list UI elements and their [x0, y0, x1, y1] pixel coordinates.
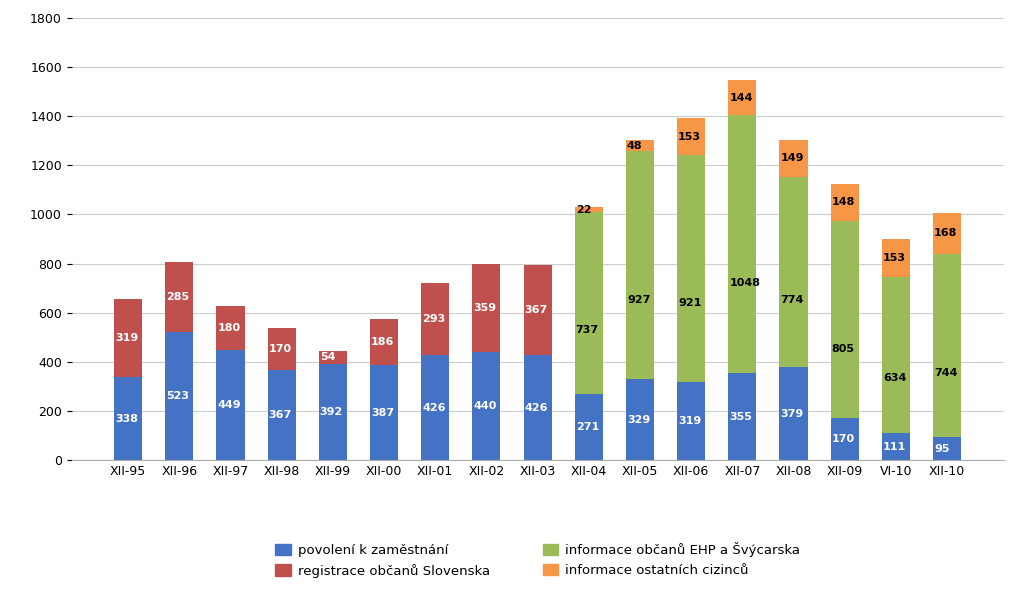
- Bar: [574, 207, 603, 212]
- Text: 355: 355: [729, 412, 753, 422]
- Text: 153: 153: [678, 132, 701, 142]
- Text: 153: 153: [883, 253, 906, 263]
- Text: 1048: 1048: [729, 278, 760, 288]
- Text: 329: 329: [627, 415, 650, 425]
- Bar: [165, 332, 194, 460]
- Text: 634: 634: [883, 373, 906, 384]
- Text: 387: 387: [371, 408, 394, 418]
- Bar: [267, 370, 296, 460]
- Text: 22: 22: [575, 205, 591, 215]
- Bar: [370, 319, 398, 365]
- Bar: [830, 221, 859, 418]
- Text: 744: 744: [934, 368, 957, 378]
- Text: 379: 379: [780, 409, 804, 419]
- Bar: [677, 118, 706, 155]
- Bar: [728, 80, 757, 115]
- Text: 449: 449: [217, 400, 241, 410]
- Text: 319: 319: [115, 333, 138, 343]
- Text: 186: 186: [371, 337, 394, 347]
- Bar: [933, 254, 962, 437]
- Text: 168: 168: [934, 228, 957, 238]
- Text: 54: 54: [319, 352, 335, 362]
- Text: 921: 921: [678, 297, 701, 307]
- Text: 426: 426: [422, 403, 445, 413]
- Bar: [677, 155, 706, 382]
- Bar: [318, 350, 347, 364]
- Text: 148: 148: [831, 197, 855, 207]
- Text: 426: 426: [524, 403, 548, 413]
- Bar: [114, 377, 142, 460]
- Bar: [318, 364, 347, 460]
- Bar: [933, 437, 962, 460]
- Text: 170: 170: [831, 434, 855, 444]
- Text: 111: 111: [883, 441, 906, 451]
- Text: 367: 367: [268, 410, 292, 420]
- Bar: [267, 328, 296, 370]
- Bar: [626, 140, 654, 152]
- Bar: [933, 212, 962, 254]
- Bar: [421, 355, 450, 460]
- Bar: [216, 306, 245, 350]
- Bar: [779, 177, 808, 367]
- Text: 338: 338: [115, 414, 138, 424]
- Text: 48: 48: [627, 140, 642, 150]
- Text: 737: 737: [575, 325, 599, 335]
- Bar: [728, 373, 757, 460]
- Text: 805: 805: [831, 344, 855, 354]
- Text: 359: 359: [473, 303, 497, 313]
- Bar: [574, 212, 603, 394]
- Bar: [216, 350, 245, 460]
- Text: 440: 440: [473, 401, 497, 411]
- Text: 95: 95: [934, 444, 949, 454]
- Text: 149: 149: [780, 153, 804, 163]
- Bar: [677, 382, 706, 460]
- Text: 285: 285: [166, 291, 189, 301]
- Bar: [728, 115, 757, 373]
- Bar: [114, 299, 142, 377]
- Bar: [830, 184, 859, 221]
- Bar: [882, 433, 910, 460]
- Bar: [830, 418, 859, 460]
- Bar: [574, 394, 603, 460]
- Bar: [421, 283, 450, 355]
- Text: 523: 523: [166, 391, 189, 401]
- Bar: [165, 261, 194, 332]
- Text: 367: 367: [524, 306, 548, 316]
- Bar: [779, 367, 808, 460]
- Text: 392: 392: [319, 407, 343, 417]
- Bar: [472, 352, 501, 460]
- Text: 170: 170: [268, 344, 292, 354]
- Text: 774: 774: [780, 296, 804, 306]
- Text: 271: 271: [575, 422, 599, 432]
- Bar: [626, 152, 654, 379]
- Text: 144: 144: [729, 93, 753, 103]
- Text: 927: 927: [627, 294, 650, 304]
- Text: 293: 293: [422, 314, 445, 325]
- Text: 319: 319: [678, 416, 701, 426]
- Bar: [882, 277, 910, 433]
- Bar: [779, 140, 808, 177]
- Bar: [523, 355, 552, 460]
- Bar: [523, 266, 552, 355]
- Bar: [882, 240, 910, 277]
- Bar: [472, 264, 501, 352]
- Bar: [626, 379, 654, 460]
- Legend: povolení k zaměstnání, registrace občanů Slovenska, informace občanů EHP a Švýca: povolení k zaměstnání, registrace občanů…: [275, 542, 800, 578]
- Text: 180: 180: [217, 323, 241, 333]
- Bar: [370, 365, 398, 460]
